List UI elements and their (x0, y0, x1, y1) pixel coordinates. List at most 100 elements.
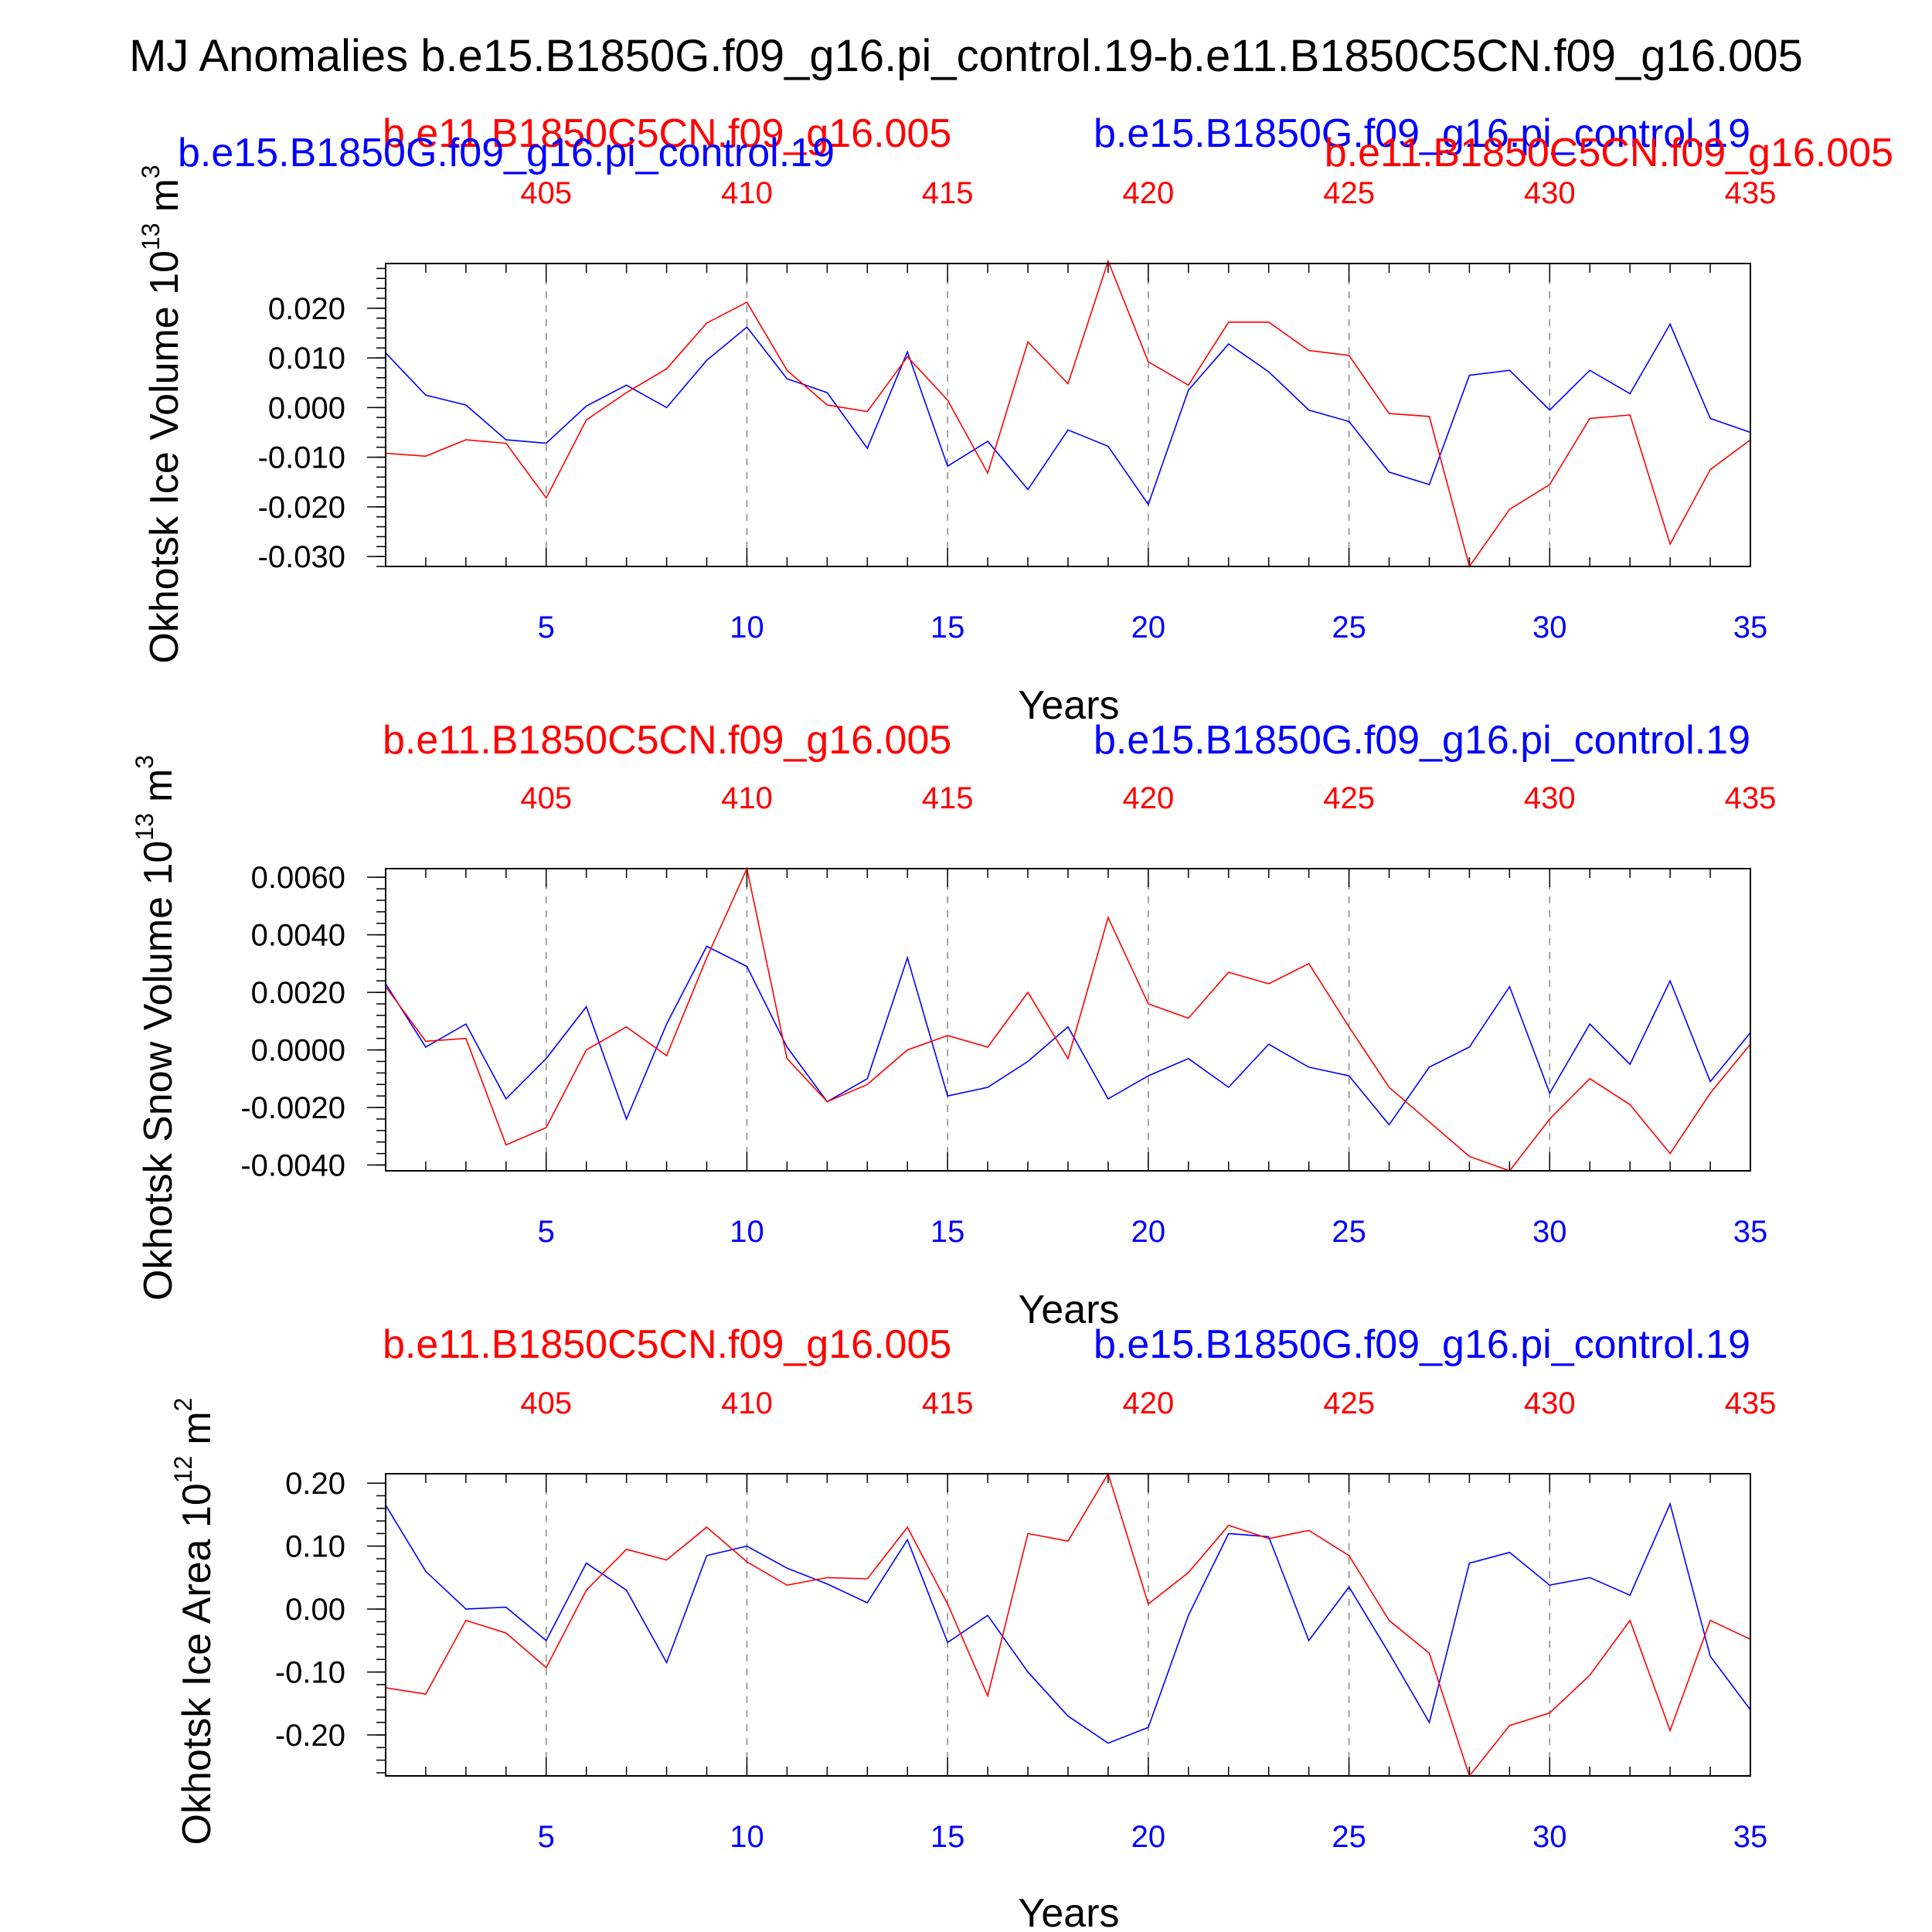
panel1-header-left: b.e11.B1850C5CN.f09_g16.005 (383, 111, 951, 156)
x-tick-label-top: 405 (520, 1386, 572, 1420)
y-tick-label: 0.0000 (251, 1034, 345, 1068)
y-tick-label: -0.0020 (240, 1091, 345, 1125)
x-tick-label-bottom: 5 (538, 611, 555, 645)
x-tick-label-top: 405 (520, 781, 572, 815)
x-tick-label-top: 405 (520, 176, 572, 210)
panel2-header-left: b.e11.B1850C5CN.f09_g16.005 (383, 718, 951, 763)
x-tick-label-top: 410 (721, 781, 773, 815)
x-tick-label-top: 415 (922, 1386, 974, 1420)
panel3-plot-area: -0.20 -0.10 0.00 0.10 0.20 5 10 15 20 25 30 35 405 41… (275, 1386, 1777, 1854)
panel3-ylabel-text: Okhotsk Ice Area 10 (175, 1483, 219, 1845)
panel2-x-axis-label: Years (1018, 1287, 1119, 1332)
x-tick-label-bottom: 10 (730, 611, 764, 645)
y-tick-label: 0.00 (285, 1593, 345, 1627)
panel3-ylabel-exp: 12 (169, 1456, 197, 1484)
x-tick-label-bottom: 25 (1332, 1820, 1366, 1854)
y-tick-label: 0.10 (285, 1530, 345, 1564)
y-tick-label: 0.0020 (251, 976, 345, 1010)
y-tick-label: -0.10 (275, 1656, 345, 1690)
y-tick-label: 0.010 (268, 342, 345, 376)
x-tick-label-top: 430 (1524, 176, 1576, 210)
series-line-b1850c5cn (385, 259, 1751, 568)
series-line-b1850c5cn (385, 1472, 1751, 1777)
series-line-pi-control (385, 322, 1751, 506)
x-tick-label-top: 425 (1323, 176, 1375, 210)
panel1-ylabel-text: Okhotsk Ice Volume 10 (142, 250, 187, 664)
x-tick-label-bottom: 30 (1532, 611, 1567, 645)
panel2-plot-area: -0.0040 -0.0020 0.0000 0.0020 0.0040 0.0060 5 1… (240, 781, 1776, 1249)
y-tick-label: 0.20 (285, 1467, 345, 1501)
y-tick-label: -0.0040 (240, 1149, 345, 1183)
y-tick-label: -0.030 (258, 540, 345, 574)
x-tick-label-bottom: 20 (1131, 1820, 1166, 1854)
series-line-b1850c5cn (385, 866, 1751, 1172)
x-tick-label-bottom: 15 (930, 611, 965, 645)
panel-snow-volume: b.e11.B1850C5CN.f09_g16.005 b.e15.B1850G… (131, 718, 1776, 1332)
x-tick-label-top: 415 (922, 176, 974, 210)
x-tick-label-bottom: 30 (1532, 1820, 1567, 1854)
panel1-ylabel-unit: m (142, 179, 187, 212)
panel1-header-overlay-right: b.e11.B1850C5CN.f09_g16.005 (1325, 131, 1893, 175)
panel3-y-axis-label: Okhotsk Ice Area 1012 m2 (169, 1398, 219, 1845)
x-tick-label-top: 425 (1323, 781, 1375, 815)
x-tick-label-bottom: 10 (730, 1820, 764, 1854)
x-tick-label-top: 425 (1323, 1386, 1375, 1420)
x-tick-label-bottom: 25 (1332, 611, 1366, 645)
panel1-ylabel-exp: 13 (137, 223, 165, 250)
panel3-x-axis-label: Years (1018, 1891, 1119, 1932)
x-tick-label-bottom: 25 (1332, 1215, 1366, 1249)
panel2-y-axis-label: Okhotsk Snow Volume 1013 m3 (131, 755, 181, 1301)
y-tick-label: -0.20 (275, 1719, 345, 1753)
x-tick-label-bottom: 10 (730, 1215, 764, 1249)
x-tick-label-bottom: 5 (538, 1215, 555, 1249)
panel1-y-axis-label: Okhotsk Ice Volume 1013 m3 (137, 165, 187, 663)
y-tick-label: 0.020 (268, 292, 345, 326)
x-tick-label-bottom: 35 (1733, 1820, 1768, 1854)
x-tick-label-top: 420 (1123, 781, 1175, 815)
panel-ice-volume: b.e11.B1850C5CN.f09_g16.005 b.e15.B1850G… (137, 111, 1893, 728)
y-tick-label: 0.000 (268, 391, 345, 425)
x-tick-label-bottom: 20 (1131, 1215, 1166, 1249)
series-line-pi-control (385, 1502, 1751, 1744)
y-tick-label: -0.020 (258, 491, 345, 525)
x-tick-label-bottom: 15 (930, 1820, 965, 1854)
panel3-header-left: b.e11.B1850C5CN.f09_g16.005 (383, 1322, 951, 1367)
x-tick-label-bottom: 35 (1733, 1215, 1768, 1249)
panel1-header-right: b.e15.B1850G.f09_g16.pi_control.19 (1094, 111, 1750, 156)
x-tick-label-top: 415 (922, 781, 974, 815)
panel1-ylabel-pow: 3 (137, 165, 165, 179)
x-tick-label-bottom: 30 (1532, 1215, 1567, 1249)
panel2-ylabel-pow: 3 (131, 755, 158, 769)
panel3-ylabel-pow: 2 (169, 1398, 197, 1412)
panel2-ylabel-exp: 13 (131, 813, 158, 841)
plot-frame (385, 1473, 1751, 1777)
x-tick-label-top: 410 (721, 176, 773, 210)
plot-frame (385, 263, 1751, 567)
panel3-header-right: b.e15.B1850G.f09_g16.pi_control.19 (1094, 1322, 1750, 1367)
x-tick-label-top: 420 (1123, 1386, 1175, 1420)
x-tick-label-top: 420 (1123, 176, 1175, 210)
series-line-pi-control (385, 945, 1751, 1126)
panel1-plot-area: -0.030 -0.020 -0.010 0.000 0.010 0.020 5 10 15 20… (258, 176, 1777, 645)
x-tick-label-top: 435 (1725, 176, 1777, 210)
x-tick-label-bottom: 20 (1131, 611, 1166, 645)
panel1-header-overlay-left: b.e15.B1850G.f09_g16.pi_control.19 (178, 131, 835, 175)
plot-frame (385, 868, 1751, 1172)
panel3-ylabel-unit: m (175, 1411, 219, 1444)
panel1-x-axis-label: Years (1018, 683, 1119, 728)
x-tick-label-top: 435 (1725, 1386, 1777, 1420)
y-tick-label: -0.010 (258, 441, 345, 475)
x-tick-label-bottom: 35 (1733, 611, 1768, 645)
panel2-ylabel-unit: m (136, 769, 181, 802)
x-tick-label-top: 435 (1725, 781, 1777, 815)
x-tick-label-bottom: 15 (930, 1215, 965, 1249)
main-title: MJ Anomalies b.e15.B1850G.f09_g16.pi_con… (129, 31, 1803, 81)
x-tick-label-top: 430 (1524, 1386, 1576, 1420)
x-tick-label-bottom: 5 (538, 1820, 555, 1854)
y-tick-label: 0.0040 (251, 919, 345, 953)
x-tick-label-top: 410 (721, 1386, 773, 1420)
panel2-header-right: b.e15.B1850G.f09_g16.pi_control.19 (1094, 718, 1750, 763)
panel2-ylabel-text: Okhotsk Snow Volume 10 (136, 841, 181, 1301)
panel-ice-area: b.e11.B1850C5CN.f09_g16.005 b.e15.B1850G… (169, 1322, 1776, 1932)
